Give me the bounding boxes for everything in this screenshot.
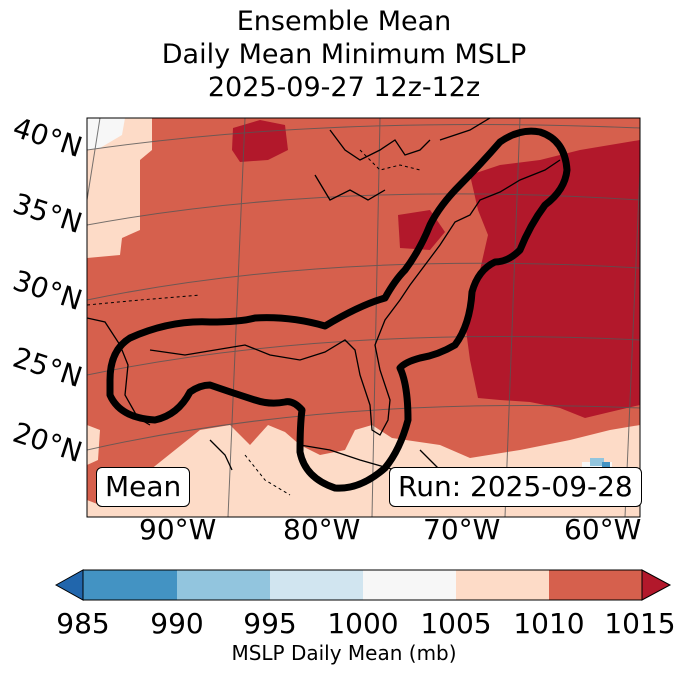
colorbar-title: MSLP Daily Mean (mb) <box>231 641 457 665</box>
colorbar-bin-1010-1015 <box>549 570 642 600</box>
title-line-2: Daily Mean Minimum MSLP <box>161 39 527 70</box>
colorbar-bin-985-990 <box>83 570 177 600</box>
pressure-contour <box>106 127 571 492</box>
lon-label-70w: 70°W <box>423 513 501 546</box>
title-line-1: Ensemble Mean <box>236 6 452 37</box>
lon-label-80w: 80°W <box>283 513 361 546</box>
colorbar-tick-1015: 1015 <box>604 607 676 640</box>
lon-label-60w: 60°W <box>564 513 642 546</box>
colorbar-tick-985: 985 <box>56 607 110 640</box>
colorbar-tick-1000: 1000 <box>327 607 399 640</box>
colorbar-extend-low <box>54 569 84 601</box>
colorbar-tick-995: 995 <box>243 607 297 640</box>
colorbar-bin-1000-1005 <box>363 570 456 600</box>
colorbar <box>54 569 672 601</box>
run-badge: Run: 2025-09-28 <box>389 467 642 507</box>
colorbar-bin-995-1000 <box>270 570 363 600</box>
map-frame <box>86 117 641 518</box>
colorbar-extend-high <box>641 569 672 601</box>
lon-label-90w: 90°W <box>139 513 217 546</box>
mean-badge: Mean <box>96 467 191 507</box>
colorbar-bin-990-995 <box>177 570 270 600</box>
colorbar-tick-1010: 1010 <box>513 607 585 640</box>
title-line-3: 2025-09-27 12z-12z <box>207 72 481 103</box>
state-borders <box>87 149 421 496</box>
colorbar-bin-1005-1010 <box>456 570 549 600</box>
colorbar-frame <box>82 569 643 601</box>
colorbar-tick-990: 990 <box>150 607 204 640</box>
colorbar-tick-1005: 1005 <box>420 607 492 640</box>
